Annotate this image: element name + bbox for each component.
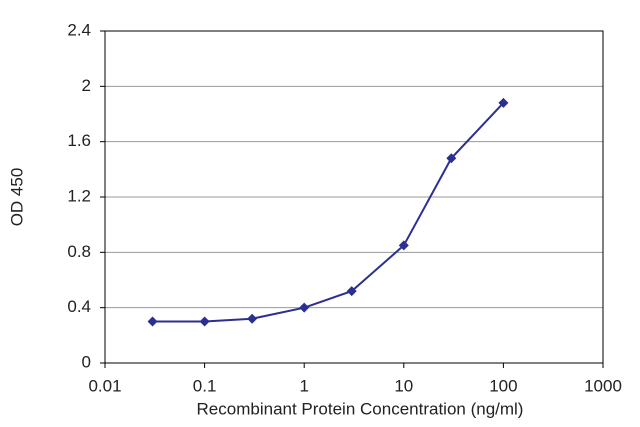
y-axis-title: OD 450	[7, 168, 26, 227]
data-line	[152, 102, 505, 323]
data-point	[498, 97, 509, 108]
x-tick-label: 10	[394, 376, 413, 395]
plot-frame	[104, 30, 604, 364]
x-axis-title: Recombinant Protein Concentration (ng/ml…	[197, 399, 524, 418]
y-tick-label: 2	[82, 76, 91, 95]
data-point	[299, 302, 310, 313]
data-point	[346, 286, 357, 297]
x-tick-label: 1	[299, 376, 308, 395]
y-tick-label: 1.2	[67, 186, 91, 205]
y-tick-label: 0.8	[67, 242, 91, 261]
y-tick-label: 2.4	[67, 20, 91, 39]
data-point	[247, 313, 258, 324]
data-point	[147, 316, 158, 327]
data-point	[398, 240, 409, 251]
y-tick-label: 0	[82, 352, 91, 371]
data-point	[199, 316, 210, 327]
y-tick-label: 0.4	[67, 297, 91, 316]
x-tick-label: 0.1	[193, 376, 217, 395]
x-tick-label: 1000	[584, 376, 622, 395]
data-point	[446, 153, 457, 164]
x-tick-label: 0.01	[88, 376, 121, 395]
x-tick-label: 100	[489, 376, 517, 395]
y-tick-label: 1.6	[67, 131, 91, 150]
